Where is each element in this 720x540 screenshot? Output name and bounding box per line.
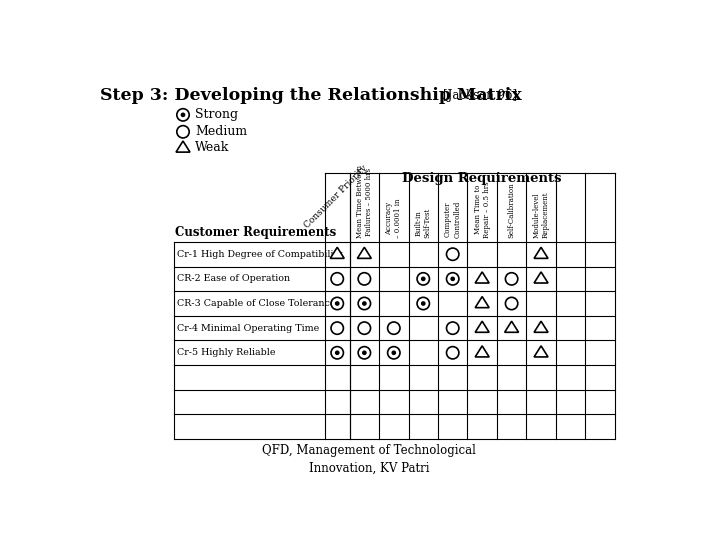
Circle shape xyxy=(331,322,343,334)
Circle shape xyxy=(331,347,343,359)
Text: QFD, Management of Technological
Innovation, KV Patri: QFD, Management of Technological Innovat… xyxy=(262,443,476,475)
Circle shape xyxy=(446,273,459,285)
Text: Design Requirements: Design Requirements xyxy=(402,172,562,185)
Polygon shape xyxy=(357,247,372,258)
Circle shape xyxy=(446,248,459,260)
Text: Consumer Priority: Consumer Priority xyxy=(302,163,369,230)
Circle shape xyxy=(417,298,429,309)
Polygon shape xyxy=(534,247,548,258)
Polygon shape xyxy=(505,321,518,332)
Circle shape xyxy=(335,301,340,306)
Text: Customer Requirements: Customer Requirements xyxy=(175,226,336,239)
Circle shape xyxy=(446,322,459,334)
Circle shape xyxy=(387,347,400,359)
Text: Medium: Medium xyxy=(195,125,248,138)
Text: Weak: Weak xyxy=(195,141,230,154)
Polygon shape xyxy=(475,272,489,283)
Text: Computer
Controlled: Computer Controlled xyxy=(444,201,462,238)
Text: Mean Time to
Repair – 0.5 hrs: Mean Time to Repair – 0.5 hrs xyxy=(474,181,491,238)
Polygon shape xyxy=(475,321,489,332)
Circle shape xyxy=(358,298,371,309)
Text: Step 3: Developing the Relationship Matrix: Step 3: Developing the Relationship Matr… xyxy=(100,87,522,104)
Polygon shape xyxy=(176,141,190,152)
Text: [Jackson 96]: [Jackson 96] xyxy=(443,89,517,102)
Circle shape xyxy=(362,350,366,355)
Text: Self-Calibration: Self-Calibration xyxy=(508,183,516,238)
Text: Module-level
Replacement: Module-level Replacement xyxy=(533,192,549,238)
Circle shape xyxy=(421,301,426,306)
Circle shape xyxy=(392,350,396,355)
Polygon shape xyxy=(475,296,489,308)
Circle shape xyxy=(358,347,371,359)
Circle shape xyxy=(387,322,400,334)
Circle shape xyxy=(505,298,518,309)
Text: CR-2 Ease of Operation: CR-2 Ease of Operation xyxy=(177,274,290,284)
Circle shape xyxy=(177,126,189,138)
Text: Accuracy
– 0.0001 in: Accuracy – 0.0001 in xyxy=(385,199,402,238)
Text: Cr-4 Minimal Operating Time: Cr-4 Minimal Operating Time xyxy=(177,323,319,333)
Circle shape xyxy=(335,350,340,355)
Circle shape xyxy=(358,322,371,334)
Circle shape xyxy=(331,298,343,309)
Circle shape xyxy=(446,347,459,359)
Text: Mean Time Between
Failures – 5000 hrs: Mean Time Between Failures – 5000 hrs xyxy=(356,165,373,238)
Polygon shape xyxy=(330,247,344,258)
Text: Cr-1 High Degree of Compatibility: Cr-1 High Degree of Compatibility xyxy=(177,249,343,259)
Circle shape xyxy=(181,112,185,117)
Polygon shape xyxy=(534,272,548,283)
Text: CR-3 Capable of Close Tolerance: CR-3 Capable of Close Tolerance xyxy=(177,299,336,308)
Circle shape xyxy=(505,273,518,285)
Text: Cr-5 Highly Reliable: Cr-5 Highly Reliable xyxy=(177,348,275,357)
Text: Strong: Strong xyxy=(195,109,238,122)
Circle shape xyxy=(421,276,426,281)
Circle shape xyxy=(450,276,455,281)
Polygon shape xyxy=(475,346,489,357)
Circle shape xyxy=(417,273,429,285)
Circle shape xyxy=(358,273,371,285)
Polygon shape xyxy=(534,321,548,332)
Circle shape xyxy=(177,109,189,121)
Circle shape xyxy=(331,273,343,285)
Circle shape xyxy=(362,301,366,306)
Polygon shape xyxy=(534,346,548,357)
Text: Built-in
Self-Test: Built-in Self-Test xyxy=(415,208,432,238)
